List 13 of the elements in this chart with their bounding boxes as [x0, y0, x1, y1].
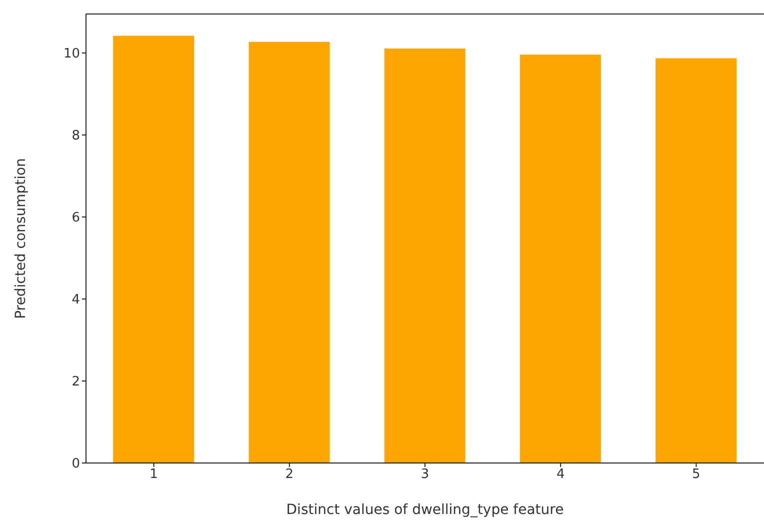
x-tick-label: 4	[556, 467, 565, 482]
y-axis-title: Predicted consumption	[12, 158, 29, 319]
x-tick-label: 2	[285, 467, 294, 482]
y-tick-label: 8	[72, 128, 80, 144]
y-tick-label: 2	[72, 374, 80, 390]
x-tick-label: 1	[150, 467, 158, 482]
y-tick-label: 4	[72, 292, 80, 308]
y-tick-label: 0	[72, 456, 80, 472]
x-tick-label: 5	[692, 467, 700, 482]
x-axis-title: Distinct values of dwelling_type feature	[286, 502, 564, 518]
x-tick-label: 3	[420, 467, 430, 482]
y-tick-label: 6	[72, 210, 80, 226]
y-tick-label: 10	[63, 46, 80, 62]
